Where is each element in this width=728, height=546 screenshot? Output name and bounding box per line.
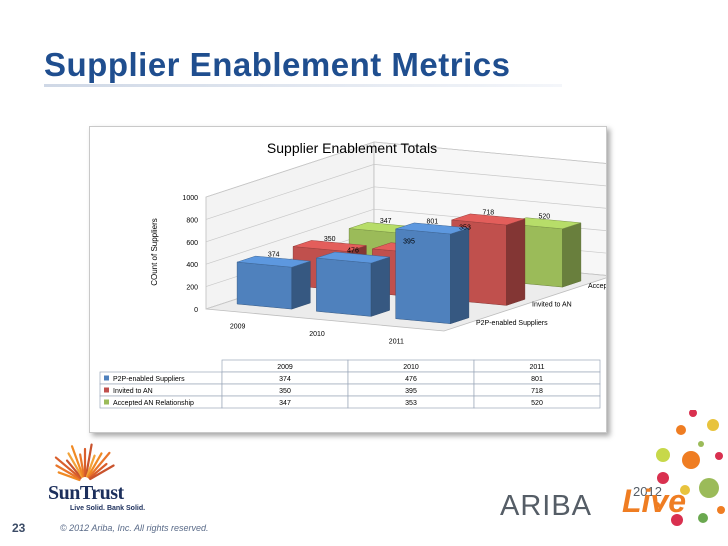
series-axis-label: Accepted AN Relationship (588, 283, 606, 290)
ariba-live-logo: 2012 ARIBA Live (500, 470, 686, 530)
bar-value-label: 801 (426, 218, 438, 225)
y-axis-label: COunt of Suppliers (150, 218, 159, 286)
sun-ray (55, 464, 81, 481)
ariba-dots-decoration (654, 410, 725, 526)
legend-swatch (104, 375, 109, 381)
bar-side (450, 227, 470, 325)
chart-data-table: 2009 2010 2011 P2P-enabled Suppliers 374 476 8… (99, 359, 601, 409)
bar-side (291, 260, 311, 310)
suntrust-wordmark: SunTrust (48, 482, 124, 504)
sun-rays-icon (54, 443, 115, 482)
chart-labels: 347 353 520 350 395 718 374 476 801 (268, 209, 550, 258)
table-cell-value: 395 (405, 388, 417, 395)
gridline (205, 186, 606, 243)
copyright-text: © 2012 Ariba, Inc. All rights reserved. (60, 523, 209, 533)
y-tick-label: 600 (186, 240, 198, 247)
sun-ray (65, 459, 83, 479)
x-tick-label: 2009 (230, 324, 246, 331)
title-divider (44, 84, 562, 87)
bar-side (370, 256, 390, 317)
table-row-label: P2P-enabled Suppliers (113, 376, 185, 383)
sun-ray (84, 443, 93, 478)
y-tick-label: 400 (186, 262, 198, 269)
sun-ray (79, 453, 86, 478)
table-header-label: 2011 (529, 364, 544, 371)
bar-top (395, 222, 469, 235)
table-row-label: Accepted AN Relationship (113, 400, 194, 407)
y-tick-label: 0 (194, 307, 198, 314)
table-cell-value: 347 (279, 400, 291, 407)
bar (316, 251, 390, 317)
legend-swatch (104, 387, 109, 393)
y-tick-label: 200 (186, 285, 198, 292)
sun-ray (89, 464, 115, 481)
bar-value-label: 353 (459, 225, 471, 232)
sun-ray (67, 452, 84, 478)
table-header-label: 2010 (403, 364, 419, 371)
bar-value-label: 718 (482, 209, 494, 216)
bar-front (316, 257, 372, 317)
sun-ray (57, 471, 81, 482)
suntrust-tagline: Live Solid. Bank Solid. (70, 505, 146, 512)
table-cell-value: 520 (531, 400, 543, 407)
table-header-label: 2009 (277, 364, 293, 371)
bar-value-label: 347 (380, 218, 392, 225)
sun-ray (88, 462, 108, 480)
table-cell-value: 476 (405, 376, 417, 383)
sun-ray (86, 452, 103, 478)
bar-side (506, 218, 526, 306)
x-tick-label: 2011 (389, 338, 404, 345)
bar-top (293, 240, 367, 252)
bar-side (562, 222, 582, 288)
table-cell-value: 374 (279, 376, 291, 383)
bar-top (316, 251, 390, 264)
table-cell-value: 350 (279, 388, 291, 395)
sun-ray (70, 445, 85, 478)
chart-title: Supplier Enablement Totals (267, 140, 437, 156)
sun-ray (87, 451, 111, 479)
ariba-year: 2012 (633, 484, 662, 499)
sun-ray (85, 454, 96, 478)
table-cell (473, 395, 601, 409)
table-cell-value: 718 (531, 388, 543, 395)
chart-bars (236, 213, 582, 325)
live-wordmark: Live (622, 483, 687, 519)
table-row-label: Invited to AN (113, 388, 153, 395)
bar-value-label: 350 (324, 236, 336, 243)
sun-ray (54, 456, 82, 480)
bar-front (236, 261, 293, 310)
suntrust-logo: SunTrust Live Solid. Bank Solid. (40, 440, 160, 520)
bar-value-label: 374 (268, 252, 280, 259)
bar (236, 255, 311, 310)
series-axis-label: Invited to AN (532, 302, 572, 309)
x-tick-label: 2010 (309, 331, 325, 338)
table-cell-value: 353 (405, 400, 417, 407)
y-tick-label: 800 (186, 217, 198, 224)
bar (395, 222, 470, 325)
bar-value-label: 395 (403, 238, 415, 245)
bar-top (451, 213, 525, 226)
slide-title: Supplier Enablement Metrics (44, 46, 511, 83)
y-tick-label: 1000 (182, 195, 198, 202)
gridline (205, 141, 606, 198)
bar-value-label: 520 (538, 213, 550, 220)
chart-svg: 0 200 400 600 800 1000 2009 2010 2011 P2P-enabled… (99, 140, 606, 409)
bar-value-label: 476 (347, 248, 359, 255)
slide-number: 23 (12, 521, 26, 535)
chart-axes: 0 200 400 600 800 1000 2009 2010 2011 P2P-enabled… (182, 195, 606, 345)
bar-top (237, 255, 311, 268)
legend-swatch (104, 399, 109, 405)
chart-frame: 0 200 400 600 800 1000 2009 2010 2011 P2P-enabled… (89, 126, 607, 433)
gridline (205, 164, 606, 220)
table-cell-value: 801 (531, 376, 543, 383)
ariba-wordmark: ARIBA (500, 490, 593, 522)
series-axis-label: P2P-enabled Suppliers (476, 320, 548, 327)
